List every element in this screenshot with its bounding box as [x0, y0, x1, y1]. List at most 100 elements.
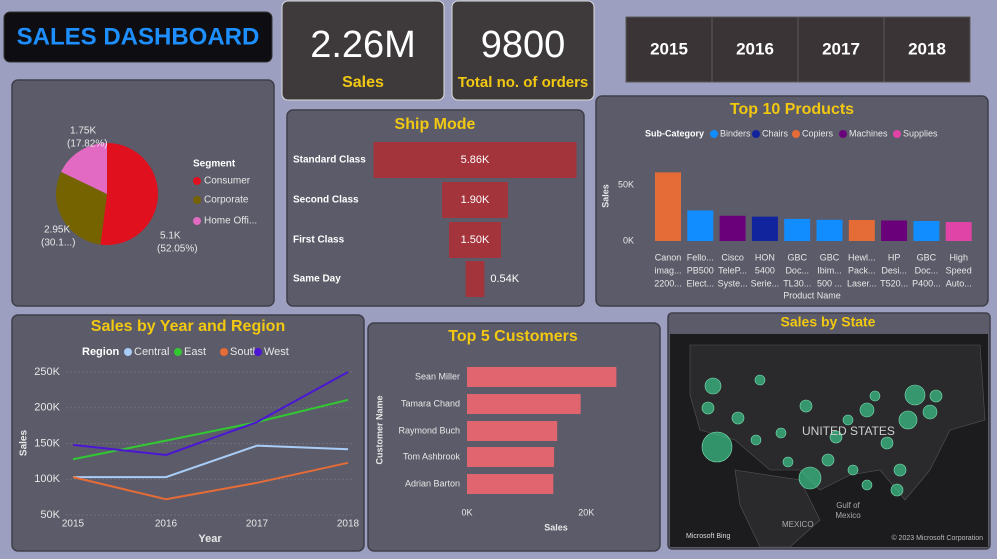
bar — [467, 394, 581, 414]
data-label: 1.50K — [461, 234, 490, 246]
map-label: Mexico — [835, 511, 861, 520]
legend-marker — [193, 217, 201, 225]
legend-label: Home Offi... — [204, 216, 257, 227]
legend-label: East — [184, 346, 206, 358]
axis-title: Sales — [544, 522, 568, 532]
x-tick-label: HON — [755, 252, 775, 262]
legend-marker — [893, 130, 901, 138]
y-tick-label: 0K — [623, 235, 634, 245]
x-tick-label: 2200... — [654, 278, 682, 288]
legend-title: Region — [82, 346, 120, 358]
map-copyright: © 2023 Microsoft Corporation — [891, 534, 983, 542]
funnel-bar — [442, 182, 508, 218]
x-tick-label: Syste... — [718, 278, 748, 288]
funnel-bar — [373, 142, 577, 178]
legend-marker — [193, 196, 201, 204]
category-label: Standard Class — [293, 155, 366, 166]
x-tick-label: Doc... — [915, 265, 939, 275]
year-button[interactable] — [883, 16, 971, 83]
year-button[interactable] — [711, 16, 799, 83]
funnel-bar — [465, 261, 485, 297]
x-tick-label: 0K — [461, 507, 472, 517]
panel — [11, 314, 365, 552]
legend-label: Chairs — [762, 128, 789, 138]
legend-title: Segment — [193, 159, 236, 170]
year-button-label[interactable]: 2016 — [736, 39, 774, 58]
year-button[interactable] — [625, 16, 713, 83]
x-tick-label: Fello... — [687, 252, 714, 262]
state-bubbles — [701, 374, 943, 497]
legend-marker — [124, 348, 132, 356]
legend-marker — [710, 130, 718, 138]
legend-marker — [752, 130, 760, 138]
map: UNITED STATES MEXICO Gulf of Mexico Micr… — [670, 334, 988, 548]
axis-title: Sales — [19, 429, 30, 456]
data-label: 1.75K — [70, 126, 96, 137]
x-tick-label: TeleP... — [718, 265, 747, 275]
line — [73, 444, 349, 479]
legend-label: Central — [134, 346, 169, 358]
data-label: 0.54K — [490, 273, 519, 285]
y-tick-label: Adrian Barton — [405, 478, 460, 488]
data-label: 5.1K — [160, 231, 181, 242]
legend-marker — [792, 130, 800, 138]
bar — [467, 367, 617, 387]
kpi-label: Total no. of orders — [458, 74, 589, 91]
bar — [881, 220, 908, 241]
x-tick-label: Laser... — [847, 278, 877, 288]
bar — [751, 216, 778, 241]
x-tick-label: 2017 — [246, 519, 269, 530]
x-tick-label: 500 ... — [817, 278, 842, 288]
year-button-label[interactable]: 2017 — [822, 39, 860, 58]
axis-title: Sales — [600, 184, 610, 208]
legend-label: Corporate — [204, 195, 249, 206]
chart-title: Ship Mode — [395, 116, 476, 133]
x-tick-label: imag... — [654, 265, 681, 275]
category-label: Second Class — [293, 195, 359, 206]
bar — [784, 218, 811, 241]
line — [72, 371, 349, 456]
legend-title: Sub-Category — [645, 128, 704, 138]
x-tick-label: Canon — [655, 252, 682, 262]
legend-label: Copiers — [802, 128, 834, 138]
y-tick-label: 100K — [34, 473, 60, 485]
legend-label: Binders — [720, 128, 751, 138]
x-tick-label: P400... — [912, 278, 941, 288]
kpi-label: Sales — [342, 74, 384, 91]
legend-marker — [193, 177, 201, 185]
chart-title: Top 10 Products — [730, 101, 854, 118]
kpi-value: 2.26M — [310, 24, 416, 66]
x-tick-label: Cisco — [721, 252, 744, 262]
x-tick-label: 5400 — [755, 265, 775, 275]
x-tick-label: GBC — [820, 252, 840, 262]
kpi-card — [281, 0, 445, 101]
year-button-label[interactable]: 2018 — [908, 39, 946, 58]
title-box — [3, 11, 273, 63]
x-tick-label: PB500 — [687, 265, 714, 275]
legend-label: West — [264, 346, 289, 358]
data-label: (17.82%) — [67, 139, 108, 150]
x-tick-label: Doc... — [785, 265, 809, 275]
funnel-bar — [449, 222, 501, 258]
y-tick-label: Tamara Chand — [401, 398, 460, 408]
legend-label: Supplies — [903, 128, 938, 138]
year-button-label[interactable]: 2015 — [650, 39, 688, 58]
x-tick-label: HP — [888, 252, 901, 262]
dashboard-title: SALES DASHBOARD — [17, 23, 260, 50]
y-tick-label: 200K — [34, 402, 60, 414]
category-label: Same Day — [293, 274, 341, 285]
legend-marker — [839, 130, 847, 138]
x-tick-label: TL30... — [783, 278, 811, 288]
bar — [913, 220, 940, 241]
bar — [848, 220, 875, 241]
x-tick-label: Auto... — [946, 278, 972, 288]
data-label: (52.05%) — [157, 244, 198, 255]
bar — [467, 421, 558, 441]
x-tick-label: GBC — [917, 252, 937, 262]
category-label: First Class — [293, 235, 345, 246]
x-tick-label: Elect... — [687, 278, 715, 288]
pie-slice — [61, 143, 107, 194]
line — [72, 461, 349, 501]
data-label: (30.1...) — [41, 238, 75, 249]
